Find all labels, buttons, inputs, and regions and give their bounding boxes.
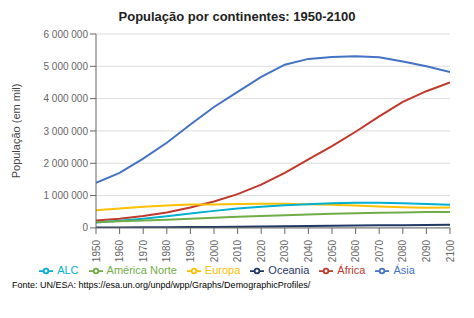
svg-text:2020: 2020 (256, 239, 267, 262)
svg-text:2040: 2040 (303, 239, 314, 262)
svg-text:1990: 1990 (185, 239, 196, 262)
html-text:População por continentes: 195: População por continentes: 1950-2100 (118, 9, 356, 24)
svg-text:2070: 2070 (374, 239, 385, 262)
html-text:Fonte: UN/ESA: https://esa.un.: Fonte: UN/ESA: https://esa.un.org/unpd/w… (12, 280, 311, 290)
html-text:América Norte: América Norte (106, 263, 177, 276)
svg-text:4 000 000: 4 000 000 (44, 93, 89, 104)
svg-text:6 000 000: 6 000 000 (44, 29, 89, 40)
html-text:ALC: ALC (57, 263, 79, 276)
html-text:África: África (337, 263, 366, 276)
svg-text:1 000 000: 1 000 000 (44, 190, 89, 201)
svg-text:3 000 000: 3 000 000 (44, 126, 89, 137)
svg-text:2010: 2010 (232, 239, 243, 262)
svg-text:1970: 1970 (138, 239, 149, 262)
html-text:Oceania: Oceania (268, 263, 310, 276)
svg-text:2000: 2000 (209, 239, 220, 262)
svg-text:2050: 2050 (327, 239, 338, 262)
svg-text:2090: 2090 (421, 239, 432, 262)
svg-text:2100: 2100 (445, 239, 456, 262)
svg-text:0: 0 (82, 222, 88, 233)
svg-text:2030: 2030 (279, 239, 290, 262)
svg-text:1980: 1980 (161, 239, 172, 262)
svg-text:2060: 2060 (350, 239, 361, 262)
html-text:Ásia: Ásia (393, 263, 415, 276)
svg-text:2 000 000: 2 000 000 (44, 158, 89, 169)
html-text:Europa: Europa (204, 263, 241, 276)
svg-text:1960: 1960 (114, 239, 125, 262)
svg-text:População (em mil): População (em mil) (10, 84, 22, 179)
svg-text:2080: 2080 (397, 239, 408, 262)
svg-text:1950: 1950 (91, 239, 102, 262)
svg-text:5 000 000: 5 000 000 (44, 61, 89, 72)
